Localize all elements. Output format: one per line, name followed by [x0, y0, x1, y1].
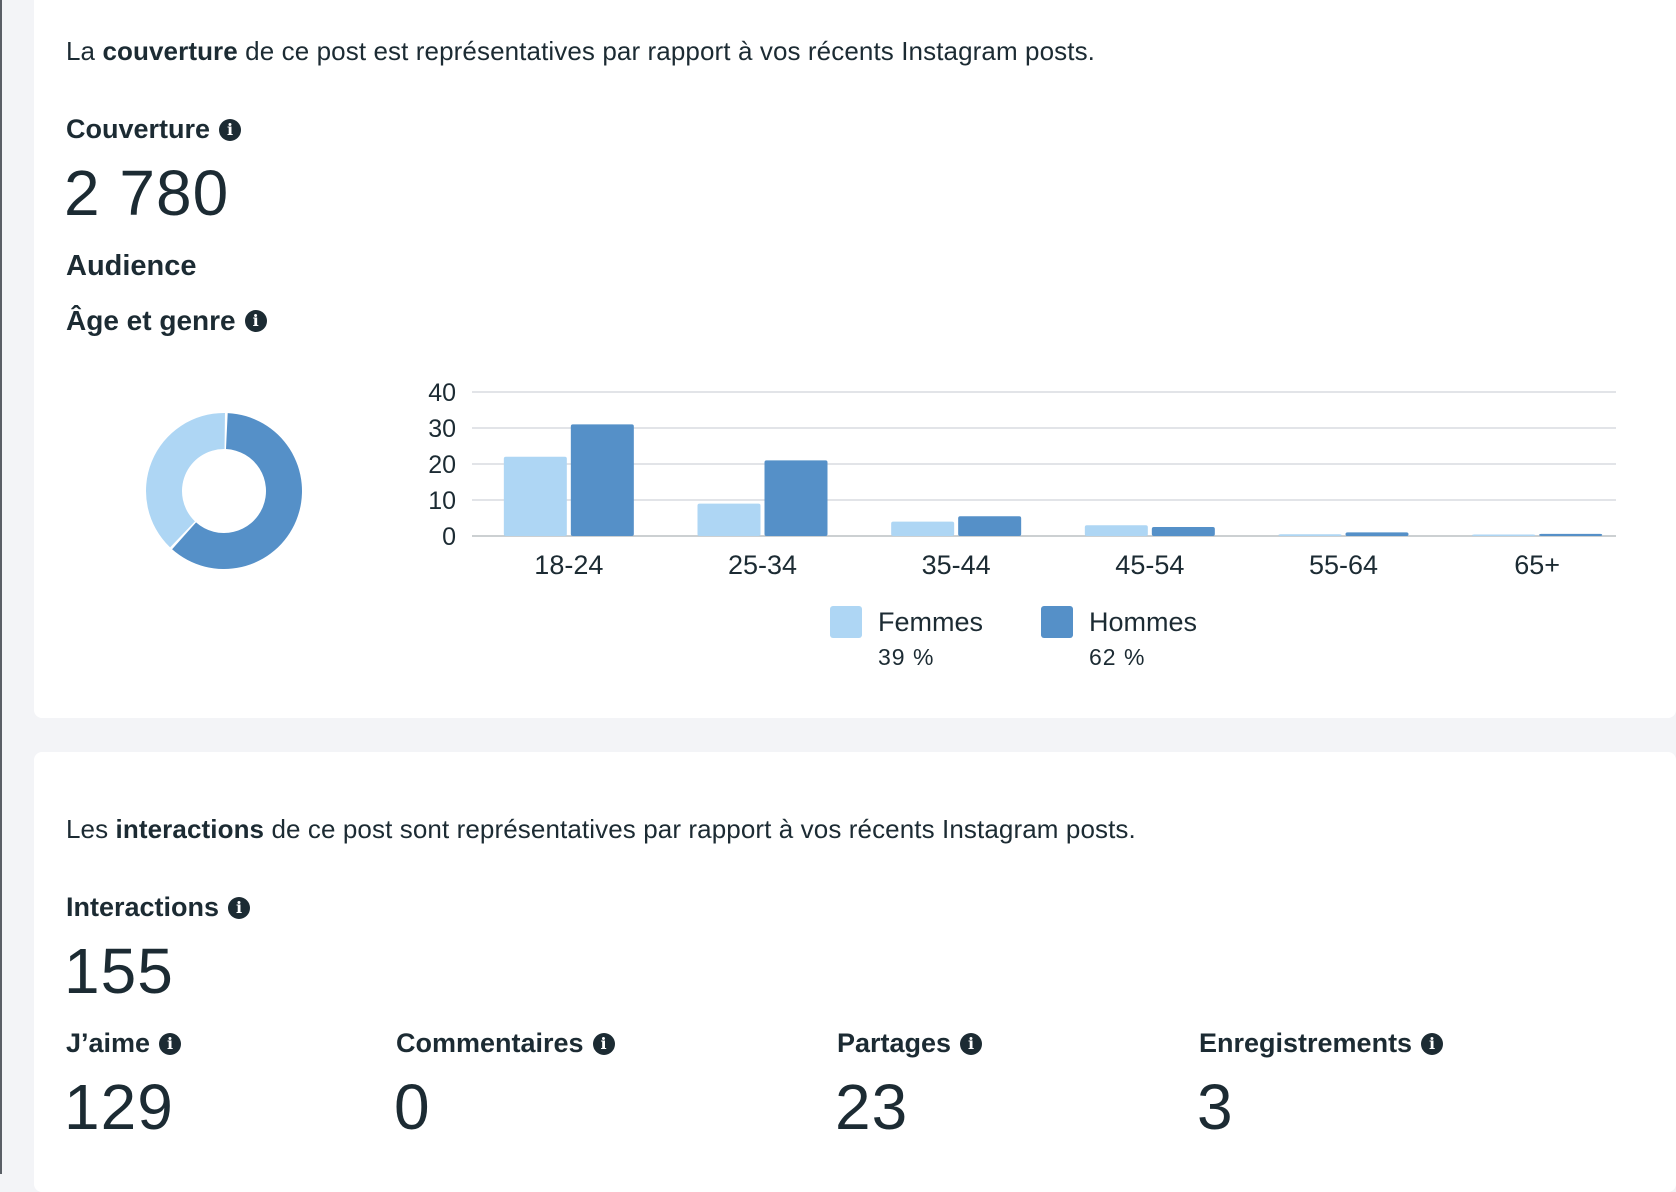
- x-tick-label: 18-24: [534, 550, 603, 580]
- shares-value: 23: [835, 1071, 909, 1143]
- info-icon[interactable]: i: [244, 310, 267, 332]
- age-gender-bar-chart: 0 10 20 30 40 18-24 25-34 35-44 45-54 55-64 65+: [428, 379, 1616, 580]
- bar-femmes-35-44[interactable]: [891, 521, 955, 536]
- bar-hommes-18-24[interactable]: [570, 424, 634, 536]
- y-tick-label: 40: [428, 379, 456, 407]
- reach-value: 2 780: [64, 157, 230, 229]
- interactions-value: 155: [64, 935, 174, 1007]
- bar-hommes-45-54[interactable]: [1151, 527, 1215, 536]
- saves-title: Enregistrements i: [1199, 1028, 1444, 1059]
- reach-card: [34, 0, 1676, 718]
- shares-title: Partages i: [837, 1028, 983, 1059]
- likes-label: J’aime: [66, 1028, 151, 1058]
- x-tick-label: 55-64: [1309, 550, 1378, 580]
- x-tick-label: 65+: [1514, 550, 1560, 580]
- reach-intro: La couverture de ce post est représentat…: [66, 36, 1096, 66]
- legend-swatch-hommes: [1041, 606, 1074, 638]
- likes-value: 129: [64, 1071, 174, 1143]
- y-tick-label: 10: [428, 487, 456, 515]
- interactions-metric-label: Interactions: [66, 892, 220, 922]
- saves-label: Enregistrements: [1199, 1028, 1413, 1058]
- bar-hommes-55-64[interactable]: [1345, 532, 1409, 536]
- reach-intro-keyword: couverture: [102, 36, 238, 66]
- bar-femmes-55-64[interactable]: [1278, 534, 1342, 536]
- bar-hommes-25-34[interactable]: [764, 460, 828, 536]
- x-tick-label: 35-44: [922, 550, 991, 580]
- bar-hommes-35-44[interactable]: [958, 516, 1022, 536]
- bar-femmes-65+[interactable]: [1472, 534, 1536, 537]
- donut-slice-hommes[interactable]: [172, 413, 302, 569]
- bar-femmes-45-54[interactable]: [1084, 525, 1148, 536]
- age-gender-title: Âge et genre i: [66, 305, 267, 337]
- legend-label-hommes: Hommes: [1089, 607, 1198, 637]
- reach-metric-title: Couverture i: [66, 114, 242, 145]
- legend-percent-femmes: 39 %: [878, 644, 935, 670]
- shares-label: Partages: [837, 1028, 952, 1058]
- window-edge: [0, 0, 2, 1174]
- x-tick-label: 25-34: [728, 550, 797, 580]
- info-icon[interactable]: i: [1421, 1032, 1444, 1055]
- comments-label: Commentaires: [396, 1028, 584, 1058]
- x-tick-label: 45-54: [1115, 550, 1184, 580]
- saves-value: 3: [1197, 1071, 1234, 1143]
- donut-slice-femmes[interactable]: [146, 413, 225, 548]
- legend-item-femmes: Femmes 39 %: [830, 604, 983, 671]
- interactions-metric-title: Interactions i: [66, 892, 251, 923]
- y-tick-label: 30: [428, 415, 456, 443]
- legend-swatch-femmes: [830, 606, 862, 638]
- bar-femmes-18-24[interactable]: [503, 456, 567, 536]
- info-icon[interactable]: i: [960, 1032, 983, 1055]
- bar-hommes-65+[interactable]: [1539, 533, 1603, 536]
- legend-item-hommes: Hommes 62 %: [1041, 604, 1197, 671]
- age-gender-label: Âge et genre: [66, 305, 236, 336]
- info-icon[interactable]: i: [228, 896, 251, 919]
- info-icon[interactable]: i: [159, 1032, 182, 1055]
- audience-title: Audience: [66, 250, 197, 282]
- y-tick-label: 20: [428, 451, 456, 479]
- y-tick-label: 0: [442, 523, 456, 551]
- interactions-intro: Les interactions de ce post sont représe…: [66, 814, 1136, 844]
- comments-title: Commentaires i: [396, 1028, 615, 1059]
- legend-percent-hommes: 62 %: [1089, 644, 1146, 670]
- gender-donut-chart: [146, 413, 302, 569]
- chart-legend: Femmes 39 % Hommes 62 %: [830, 604, 1197, 671]
- comments-value: 0: [394, 1071, 431, 1143]
- likes-title: J’aime i: [66, 1028, 182, 1059]
- legend-label-femmes: Femmes: [878, 607, 984, 637]
- bar-femmes-25-34[interactable]: [697, 503, 761, 536]
- info-icon[interactable]: i: [592, 1032, 615, 1055]
- interactions-card: [34, 752, 1676, 1192]
- info-icon[interactable]: i: [219, 118, 242, 141]
- interactions-intro-keyword: interactions: [115, 814, 265, 844]
- reach-metric-label: Couverture: [66, 114, 211, 144]
